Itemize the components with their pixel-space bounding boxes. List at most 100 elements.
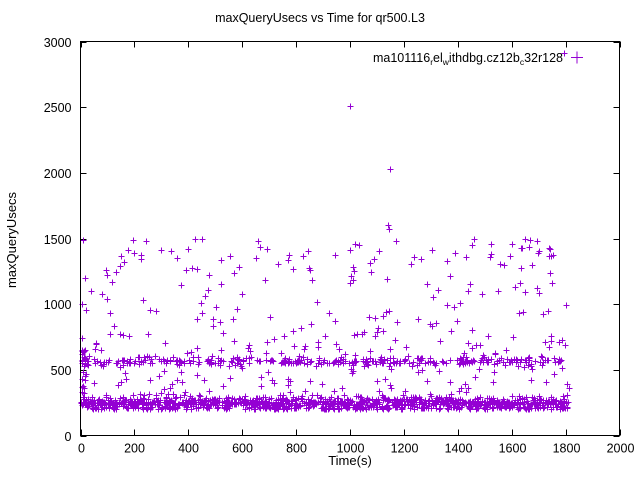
data-point — [115, 382, 122, 389]
x-tick-label: 1800 — [553, 442, 581, 456]
data-point — [92, 360, 99, 367]
data-point — [127, 360, 134, 367]
data-point — [410, 359, 417, 366]
data-point — [255, 238, 262, 245]
data-point — [498, 355, 505, 362]
data-point — [465, 288, 472, 295]
data-point — [514, 404, 521, 411]
data-point — [257, 358, 264, 365]
data-point — [350, 264, 357, 271]
data-point — [80, 369, 87, 376]
data-point — [527, 237, 534, 244]
data-point — [359, 331, 366, 338]
data-point — [199, 236, 206, 243]
data-point — [325, 405, 332, 412]
data-point — [440, 359, 447, 366]
data-point — [224, 405, 231, 412]
data-point — [402, 357, 409, 364]
data-point — [346, 360, 353, 367]
data-point — [125, 405, 132, 412]
data-point — [267, 314, 274, 321]
data-point — [540, 405, 547, 412]
x-tick-label: 1600 — [499, 442, 527, 456]
data-point — [264, 403, 271, 410]
data-point — [185, 246, 192, 253]
data-point — [374, 378, 381, 385]
data-point — [83, 307, 90, 314]
data-point — [196, 359, 203, 366]
data-point — [458, 356, 465, 363]
data-point — [517, 280, 524, 287]
data-point — [99, 291, 106, 298]
x-tick-label: 2000 — [607, 442, 635, 456]
data-point — [218, 281, 225, 288]
data-point — [334, 403, 341, 410]
data-point — [305, 248, 312, 255]
data-point — [347, 103, 354, 110]
data-point — [342, 351, 349, 358]
data-point — [394, 319, 401, 326]
data-point — [387, 346, 394, 353]
data-point — [167, 385, 174, 392]
data-point — [551, 355, 558, 362]
data-point — [488, 241, 495, 248]
data-point — [502, 362, 509, 369]
data-point — [163, 360, 170, 367]
data-point — [271, 336, 278, 343]
data-point — [153, 392, 160, 399]
data-point — [226, 363, 233, 370]
data-point — [251, 406, 258, 413]
data-point — [117, 331, 124, 338]
data-point — [196, 392, 203, 399]
data-point — [258, 383, 265, 390]
data-point — [542, 339, 549, 346]
data-point — [305, 405, 312, 412]
data-point — [382, 376, 389, 383]
data-point — [147, 307, 154, 314]
data-point — [564, 381, 571, 388]
data-point — [373, 361, 380, 368]
data-point — [387, 166, 394, 173]
data-point — [107, 331, 114, 338]
data-point — [300, 354, 307, 361]
data-point — [488, 251, 495, 258]
data-point — [320, 359, 327, 366]
data-point — [411, 406, 418, 413]
data-point — [130, 392, 137, 399]
data-point — [218, 257, 225, 264]
data-point — [80, 383, 87, 390]
data-point — [458, 385, 465, 392]
data-point — [415, 369, 422, 376]
data-point — [548, 406, 555, 413]
data-point — [103, 359, 110, 366]
data-point — [202, 293, 209, 300]
data-point — [232, 362, 239, 369]
legend-series-label: ma101116relwithdbg.cz12bc32r128 — [373, 51, 563, 67]
y-tick-label: 2500 — [44, 101, 72, 115]
data-point — [126, 333, 133, 340]
data-point — [551, 371, 558, 378]
data-point — [80, 237, 87, 244]
data-point — [268, 395, 275, 402]
data-point — [301, 360, 308, 367]
data-point — [157, 397, 164, 404]
data-point — [443, 360, 450, 367]
data-point — [487, 254, 494, 261]
data-point — [301, 346, 308, 353]
data-point — [454, 404, 461, 411]
data-point — [103, 392, 110, 399]
data-point — [178, 282, 185, 289]
data-point — [147, 360, 154, 367]
data-point — [546, 245, 553, 252]
data-point — [376, 399, 383, 406]
data-point — [212, 360, 219, 367]
data-point — [178, 369, 185, 376]
legend[interactable]: ma101116relwithdbg.cz12bc32r128 — [373, 51, 583, 67]
data-point — [385, 222, 392, 229]
data-point — [285, 257, 292, 264]
data-point — [484, 406, 491, 413]
data-point — [285, 382, 292, 389]
data-point — [82, 355, 89, 362]
data-point — [380, 313, 387, 320]
data-point — [462, 360, 469, 367]
